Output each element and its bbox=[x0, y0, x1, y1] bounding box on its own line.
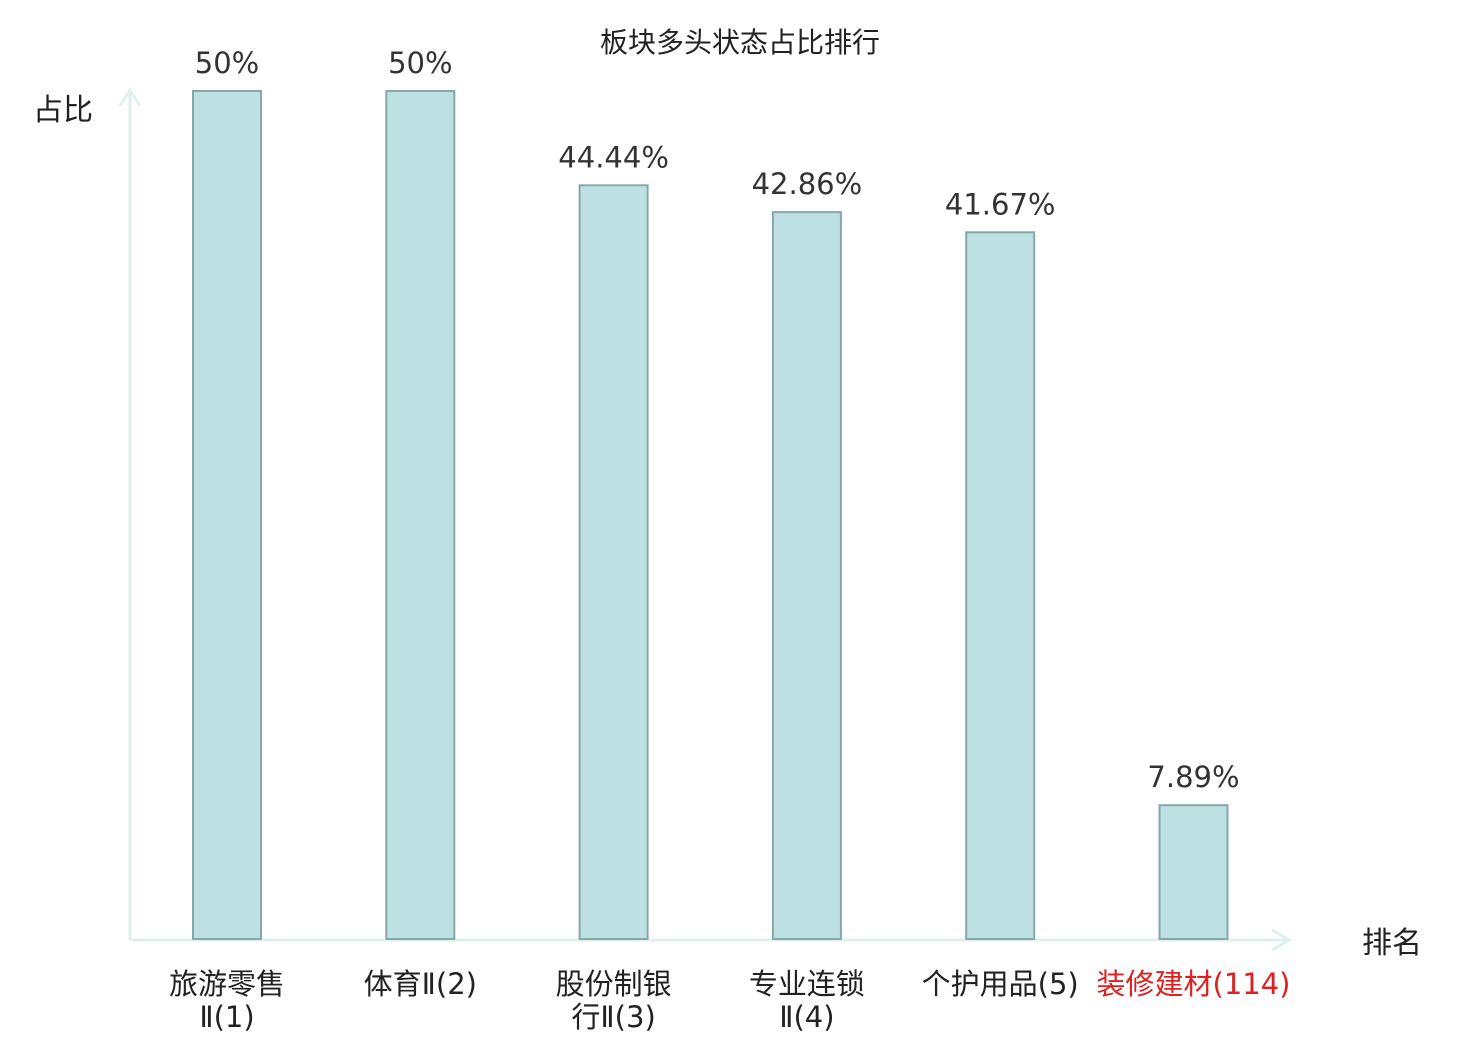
category-labels: 旅游零售 Ⅱ(1) 体育Ⅱ(2) 股份制银行Ⅱ(3) 专业连锁 Ⅱ(4) 个护用品(5) 装修… bbox=[169, 967, 1291, 1034]
value-labels: 50% 50% 44.44% 42.86% 41.67% 7.89% bbox=[195, 46, 1240, 794]
category-label-line: 体育Ⅱ(2) bbox=[364, 967, 477, 1001]
bar-2 bbox=[385, 90, 456, 940]
category-label-3: 股份制银行Ⅱ(3) bbox=[556, 967, 672, 1034]
category-label-line: 专业连锁 bbox=[749, 967, 865, 1001]
category-label-line: 个护用品(5) bbox=[922, 967, 1079, 1001]
bar-6 bbox=[1158, 804, 1229, 941]
category-label-line: Ⅱ(4) bbox=[779, 1000, 834, 1034]
value-label-1: 50% bbox=[195, 46, 259, 80]
value-label-5: 41.67% bbox=[945, 187, 1056, 221]
value-label-4: 42.86% bbox=[752, 167, 863, 201]
y-axis-label: 占比 bbox=[33, 93, 93, 128]
category-label-line: 股份制银 bbox=[556, 967, 672, 1001]
category-label-line: 旅游零售 bbox=[169, 967, 285, 1001]
bar-3 bbox=[578, 184, 649, 941]
axes bbox=[118, 87, 1292, 952]
value-label-6: 7.89% bbox=[1147, 760, 1239, 794]
x-axis-label: 排名 bbox=[1362, 926, 1422, 961]
category-label-2: 体育Ⅱ(2) bbox=[364, 967, 477, 1001]
category-label-1: 旅游零售 Ⅱ(1) bbox=[169, 967, 285, 1034]
category-label-line: 装修建材(114) bbox=[1097, 967, 1291, 1001]
category-label-line: 行Ⅱ(3) bbox=[571, 1000, 655, 1034]
bar-4 bbox=[771, 211, 842, 941]
value-label-3: 44.44% bbox=[558, 140, 669, 174]
category-label-5: 个护用品(5) bbox=[922, 967, 1079, 1001]
bar-5 bbox=[965, 231, 1036, 941]
bar-series bbox=[192, 90, 1229, 941]
category-label-4: 专业连锁 Ⅱ(4) bbox=[749, 967, 865, 1034]
chart-title: 板块多头状态占比排行 bbox=[600, 26, 880, 59]
value-label-2: 50% bbox=[388, 46, 452, 80]
bar-1 bbox=[192, 90, 262, 940]
category-label-line: Ⅱ(1) bbox=[199, 1000, 254, 1034]
category-label-6: 装修建材(114) bbox=[1097, 967, 1291, 1001]
y-axis-arrow-icon bbox=[118, 87, 142, 107]
x-axis-arrow-icon bbox=[1271, 928, 1292, 952]
